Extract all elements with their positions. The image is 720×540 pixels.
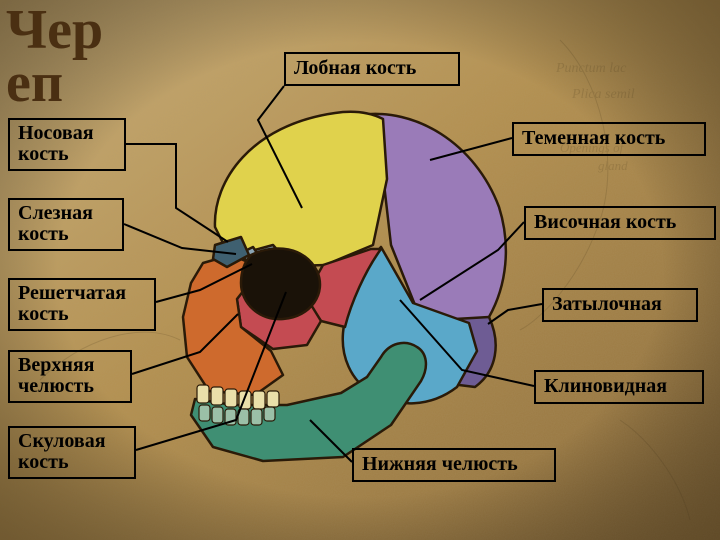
leader-frontal — [258, 86, 302, 208]
leader-mandible — [310, 420, 352, 462]
label-zygomatic: Скуловая кость — [8, 426, 136, 479]
leader-occipital — [488, 304, 542, 324]
page-title: Чер еп — [6, 4, 103, 110]
label-lacrimal: Слезная кость — [8, 198, 124, 251]
leader-temporal — [420, 222, 524, 300]
leader-parietal — [430, 138, 512, 160]
label-nasal: Носовая кость — [8, 118, 126, 171]
leader-ethmoid — [156, 264, 252, 302]
leader-lacrimal — [124, 224, 236, 254]
leader-sphenoid — [400, 300, 534, 386]
label-ethmoid: Решетчатая кость — [8, 278, 156, 331]
label-sphenoid: Клиновидная — [534, 370, 704, 404]
label-occipital: Затылочная — [542, 288, 698, 322]
label-mandible: Нижняя челюсть — [352, 448, 556, 482]
label-parietal: Теменная кость — [512, 122, 706, 156]
leader-zygomatic — [136, 292, 286, 450]
label-maxilla: Верхняя челюсть — [8, 350, 132, 403]
label-frontal: Лобная кость — [284, 52, 460, 86]
leader-nasal — [126, 144, 228, 242]
label-temporal: Височная кость — [524, 206, 716, 240]
